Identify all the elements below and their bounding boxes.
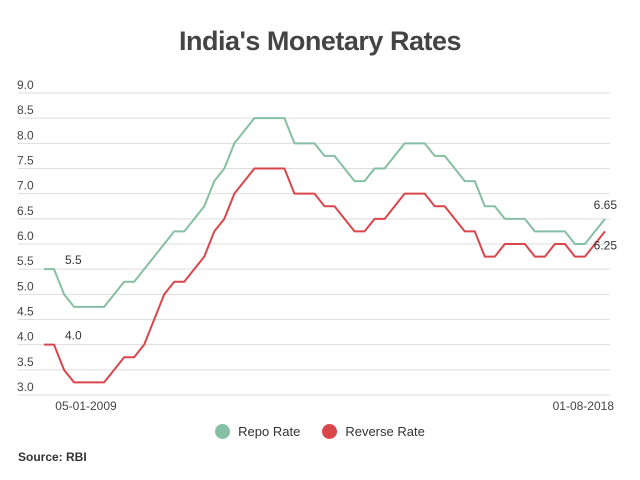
source-note: Source: RBI	[18, 450, 87, 464]
x-tick-label: 01-08-2018	[553, 399, 615, 413]
y-tick-label: 5.5	[17, 254, 34, 268]
data-label: 6.25	[594, 238, 618, 252]
legend-item-reverse[interactable]: Reverse Rate	[322, 424, 425, 439]
y-tick-label: 6.5	[17, 204, 34, 218]
series-line-repo	[44, 117, 606, 308]
series-line-reverse	[44, 167, 606, 384]
data-label: 4.0	[65, 329, 82, 343]
y-tick-label: 3.0	[17, 380, 34, 394]
y-tick-label: 8.0	[17, 128, 34, 142]
data-label: 6.65	[594, 198, 618, 212]
data-label: 5.5	[65, 253, 82, 267]
y-tick-label: 3.5	[17, 355, 34, 369]
legend-label-repo: Repo Rate	[238, 424, 301, 439]
y-tick-label: 4.0	[17, 330, 34, 344]
y-tick-label: 6.0	[17, 229, 34, 243]
chart-title: India's Monetary Rates	[178, 26, 462, 56]
legend-swatch-reverse	[322, 424, 338, 439]
y-tick-label: 7.5	[17, 154, 34, 168]
y-tick-label: 7.0	[17, 179, 34, 193]
y-tick-label: 9.0	[17, 78, 34, 92]
legend-label-reverse: Reverse Rate	[345, 424, 425, 439]
legend-swatch-repo	[215, 424, 231, 439]
legend-item-repo[interactable]: Repo Rate	[215, 424, 300, 439]
y-tick-label: 4.5	[17, 305, 34, 319]
legend: Repo Rate Reverse Rate	[0, 424, 640, 439]
x-tick-label: 05-01-2009	[55, 399, 117, 413]
y-tick-label: 8.5	[17, 103, 34, 117]
y-tick-label: 5.0	[17, 279, 34, 293]
